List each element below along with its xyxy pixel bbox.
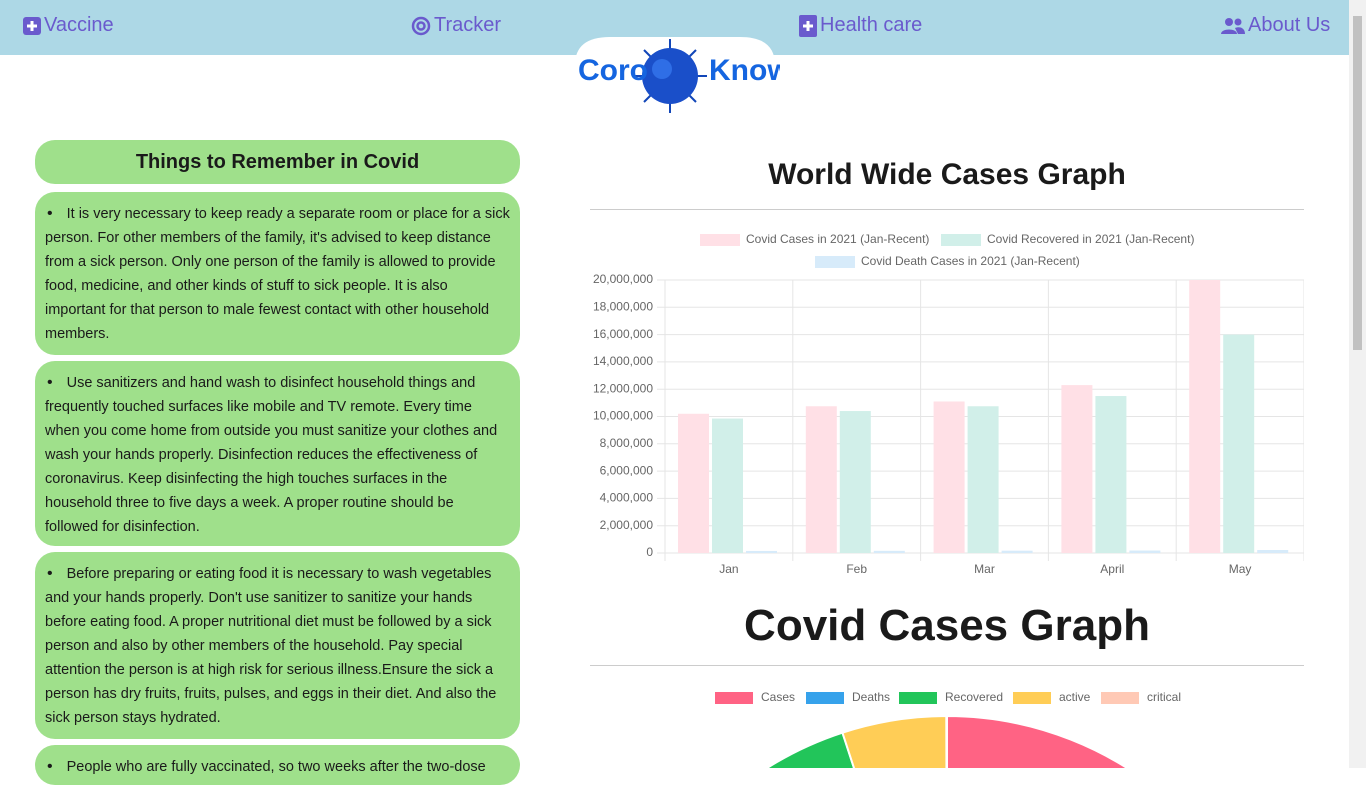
legend-swatch: [1101, 692, 1139, 704]
bar: [712, 418, 743, 553]
nav-text[interactable]: Vaccine: [44, 14, 114, 36]
y-tick-label: 12,000,000: [593, 381, 653, 395]
chart-title: Covid Cases Graph: [744, 601, 1150, 650]
legend-label: Covid Death Cases in 2021 (Jan-Recent): [861, 254, 1080, 268]
bar: [746, 550, 777, 553]
y-tick-label: 14,000,000: [593, 354, 653, 368]
legend-label: Covid Recovered in 2021 (Jan-Recent): [987, 232, 1194, 246]
legend-label: critical: [1147, 690, 1181, 704]
tips-title: Things to Remember in Covid: [35, 140, 520, 184]
bar: [1001, 550, 1033, 553]
pie-slice: [946, 714, 1129, 768]
icon: [1221, 17, 1245, 34]
divider: [590, 209, 1304, 210]
bar: [933, 401, 965, 553]
tip-card: It is very necessary to keep ready a sep…: [35, 192, 520, 355]
bar: [1061, 385, 1093, 553]
legend-swatch: [700, 234, 740, 246]
nav-text[interactable]: Health care: [820, 14, 923, 36]
legend-swatch: [899, 692, 937, 704]
bar: [1223, 334, 1255, 553]
bar: [839, 411, 871, 553]
legend-swatch: [715, 692, 753, 704]
x-tick-label: Mar: [974, 562, 995, 576]
bar: [967, 406, 999, 553]
icon: [799, 14, 817, 37]
y-tick-label: 2,000,000: [600, 518, 654, 532]
y-tick-label: 16,000,000: [593, 327, 653, 341]
logo-text: Coro: [578, 54, 648, 87]
legend-swatch: [941, 234, 981, 246]
bar: [1095, 396, 1127, 553]
logo-text: Know: [709, 54, 780, 87]
x-tick-label: April: [1100, 562, 1124, 576]
nav-text[interactable]: Tracker: [434, 14, 502, 36]
bar: [873, 550, 905, 553]
y-tick-label: 18,000,000: [593, 299, 653, 313]
legend-label: Cases: [761, 690, 795, 704]
x-tick-label: Jan: [719, 562, 738, 576]
pie-slice: [765, 731, 856, 768]
tip-text: Use sanitizers and hand wash to disinfec…: [35, 361, 520, 539]
legend-label: Covid Cases in 2021 (Jan-Recent): [746, 232, 929, 246]
y-tick-label: 4,000,000: [600, 491, 654, 505]
tip-text: People who are fully vaccinated, so two …: [35, 745, 520, 779]
scroll-thumb[interactable]: [1353, 16, 1362, 350]
legend-swatch: [815, 256, 855, 268]
bar: [1257, 549, 1289, 553]
bar: [678, 413, 709, 553]
legend-label: Recovered: [945, 690, 1003, 704]
tip-card: Before preparing or eating food it is ne…: [35, 552, 520, 739]
nav-link[interactable]: Tracker: [411, 14, 501, 37]
chart-title: World Wide Cases Graph: [768, 158, 1126, 191]
tip-text: Before preparing or eating food it is ne…: [35, 552, 520, 730]
bar: [805, 406, 837, 553]
nav-text[interactable]: About Us: [1248, 14, 1331, 36]
divider: [590, 665, 1304, 666]
tip-card: People who are fully vaccinated, so two …: [35, 745, 520, 785]
tip-text: It is very necessary to keep ready a sep…: [35, 192, 520, 346]
y-tick-label: 6,000,000: [600, 463, 654, 477]
scrollbar[interactable]: [1349, 0, 1366, 768]
bar-chart: Covid Cases in 2021 (Jan-Recent) Covid Re…: [593, 232, 1304, 576]
y-tick-label: 10,000,000: [593, 409, 653, 423]
tip-card: Use sanitizers and hand wash to disinfec…: [35, 361, 520, 546]
logo[interactable]: Coro Know: [570, 35, 780, 115]
legend-label: Deaths: [852, 690, 890, 704]
nav-link[interactable]: Health care: [799, 14, 922, 37]
x-tick-label: May: [1229, 562, 1252, 576]
pie-chart: Cases Deaths Recovered active critical: [715, 690, 1181, 768]
y-tick-label: 8,000,000: [600, 436, 654, 450]
icon: [23, 16, 41, 35]
page: Vaccine Tracker Health care About Us Cor…: [0, 0, 1366, 768]
pie-slice: [945, 714, 948, 768]
x-tick-label: Feb: [846, 562, 867, 576]
legend-swatch: [806, 692, 844, 704]
icon: [411, 16, 431, 35]
legend-swatch: [1013, 692, 1051, 704]
nav-link[interactable]: Vaccine: [23, 14, 114, 37]
bar: [1189, 280, 1221, 553]
bar: [1129, 550, 1161, 553]
pie-slice: [841, 714, 948, 768]
y-tick-label: 0: [646, 545, 653, 559]
nav-link[interactable]: About Us: [1221, 14, 1330, 37]
legend-label: active: [1059, 690, 1091, 704]
y-tick-label: 20,000,000: [593, 272, 653, 286]
